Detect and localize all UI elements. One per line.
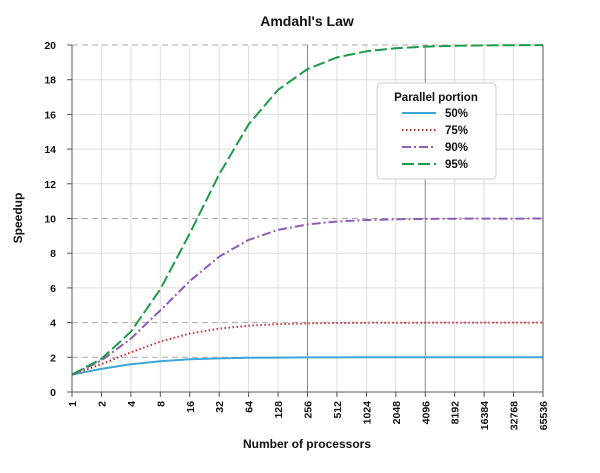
y-tick-label: 6 — [50, 283, 56, 295]
x-tick-label: 8192 — [450, 401, 462, 425]
x-tick-label: 64 — [244, 401, 256, 413]
x-tick-label: 4096 — [420, 401, 432, 425]
chart-title: Amdahl's Law — [260, 13, 354, 29]
y-axis-label: Speedup — [11, 193, 25, 244]
x-tick-label: 8 — [155, 401, 167, 407]
x-tick-label: 16 — [185, 401, 197, 413]
x-tick-label: 32768 — [509, 401, 521, 430]
x-axis-label: Number of processors — [243, 437, 371, 451]
x-tick-label: 128 — [273, 401, 285, 419]
x-tick-label: 1 — [67, 401, 79, 407]
x-tick-label: 16384 — [479, 401, 491, 430]
x-tick-label: 512 — [332, 401, 344, 419]
x-tick-label: 2048 — [391, 401, 403, 425]
y-tick-label: 10 — [44, 214, 56, 226]
y-tick-label: 18 — [44, 75, 56, 87]
legend-label: 75% — [445, 125, 468, 137]
y-tick-label: 20 — [44, 40, 56, 52]
x-tick-label: 256 — [303, 401, 315, 419]
x-tick-label: 2 — [96, 401, 108, 407]
y-tick-label: 2 — [50, 352, 56, 364]
x-tick-label: 4 — [126, 401, 138, 407]
y-tick-label: 12 — [44, 179, 56, 191]
legend-label: 90% — [445, 142, 468, 154]
legend: Parallel portion 50% 75% 90% 95% — [377, 83, 496, 179]
y-tick-label: 8 — [50, 248, 56, 260]
legend-title: Parallel portion — [394, 92, 478, 104]
y-tick-label: 14 — [44, 144, 56, 156]
legend-label: 95% — [445, 159, 468, 171]
x-tick-label: 32 — [214, 401, 226, 413]
legend-label: 50% — [445, 108, 468, 120]
y-tick-label: 4 — [50, 318, 56, 330]
y-tick-label: 0 — [50, 387, 56, 399]
y-tick-label: 16 — [44, 109, 56, 121]
x-tick-label: 1024 — [361, 401, 373, 425]
x-tick-label: 65536 — [538, 401, 550, 430]
